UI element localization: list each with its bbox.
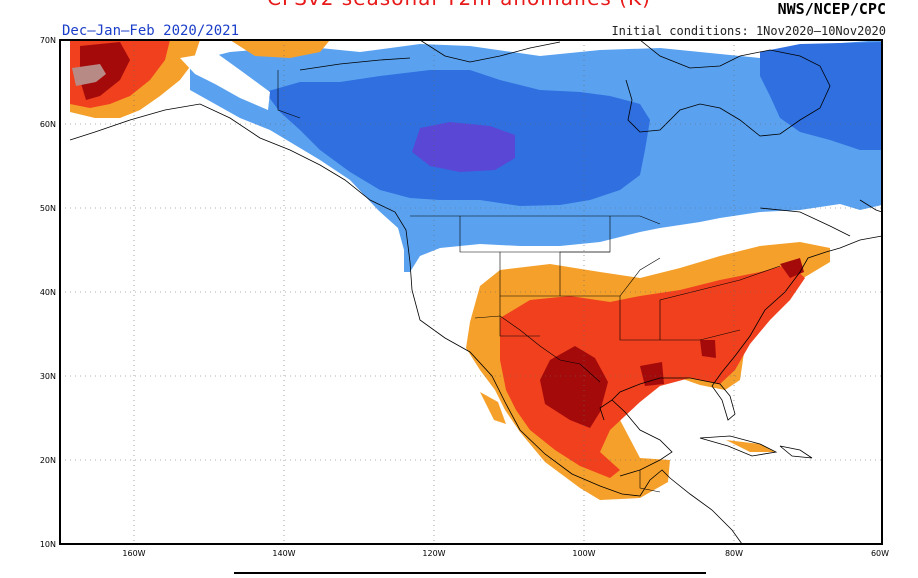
northcoast-orange [230, 40, 330, 58]
colorbar-edge [234, 572, 706, 578]
baja-orange [480, 392, 506, 424]
lat-labels: 70N 60N 50N 40N 30N 20N 10N [40, 36, 56, 549]
se-darkred [700, 340, 716, 358]
cuba-orange [726, 440, 775, 452]
season-label: Dec–Jan–Feb 2020/2021 [62, 23, 240, 39]
lon-label: 160W [122, 549, 145, 558]
lon-labels: 160W 140W 120W 100W 80W 60W [122, 549, 889, 558]
la-darkred [640, 362, 664, 386]
lat-label: 20N [40, 456, 56, 465]
lon-label: 60W [871, 549, 889, 558]
lon-label: 120W [422, 549, 445, 558]
lon-label: 100W [572, 549, 595, 558]
initial-conditions-label: Initial conditions: 1Nov2020–10Nov2020 [611, 24, 886, 38]
alaska-dusty [72, 64, 106, 86]
credit-label: NWS/NCEP/CPC [777, 0, 886, 18]
blue-region-east [760, 42, 882, 150]
lat-label: 30N [40, 372, 56, 381]
white-wedge [180, 52, 270, 110]
lat-label: 10N [40, 540, 56, 549]
borders [277, 70, 781, 493]
purple-region [412, 122, 515, 172]
lon-label: 80W [725, 549, 743, 558]
map-title: CFSv2 seasonal T2m anomalies (K) [0, 0, 918, 10]
lat-label: 60N [40, 120, 56, 129]
lat-label: 40N [40, 288, 56, 297]
gridlines [60, 40, 882, 544]
map-frame [59, 39, 883, 545]
alaska-darkred [80, 42, 130, 100]
anomaly-shading [70, 40, 882, 500]
texas-darkred [540, 346, 608, 428]
lat-label: 50N [40, 204, 56, 213]
coastlines [69, 40, 882, 544]
lon-label: 140W [272, 549, 295, 558]
ne-darkred [780, 258, 804, 278]
lat-label: 70N [40, 36, 56, 45]
